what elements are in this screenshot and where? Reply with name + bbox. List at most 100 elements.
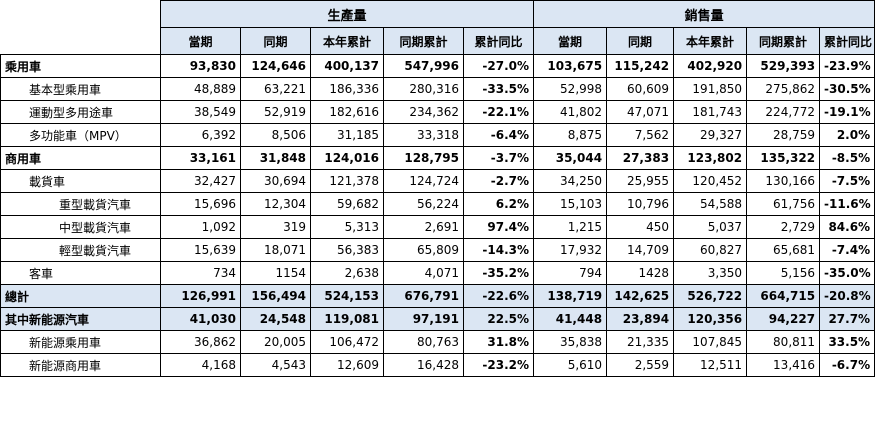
value-cell: 93,830	[160, 54, 241, 78]
production-group-header: 生產量	[159, 0, 535, 28]
sales-group-header: 銷售量	[533, 0, 875, 28]
value-cell: 14,709	[606, 238, 675, 262]
yoy-cell: -7.4%	[819, 238, 875, 262]
yoy-cell: -8.5%	[819, 146, 875, 170]
value-cell: 52,998	[533, 77, 608, 101]
value-cell: 547,996	[383, 54, 464, 78]
value-cell: 41,030	[160, 307, 241, 331]
value-cell: 103,675	[533, 54, 608, 78]
value-cell: 191,850	[673, 77, 748, 101]
value-cell: 124,724	[383, 169, 464, 193]
value-cell: 186,336	[310, 77, 384, 101]
yoy-cell: -22.6%	[462, 284, 535, 308]
value-cell: 107,845	[673, 330, 748, 354]
value-cell: 97,191	[383, 307, 464, 331]
value-cell: 20,005	[240, 330, 311, 354]
vehicle-production-sales-table: 生產量 銷售量 當期 同期 本年累計 同期累計 累計同比 當期 同期 本年累計 …	[0, 0, 875, 377]
value-cell: 34,250	[533, 169, 608, 193]
table-row: 新能源商用車 4,168 4,543 12,609 16,428 -23.2% 5,610 2…	[0, 353, 875, 377]
value-cell: 5,313	[310, 215, 384, 239]
value-cell: 676,791	[383, 284, 464, 308]
value-cell: 33,161	[160, 146, 241, 170]
table-row: 基本型乘用車 48,889 63,221 186,336 280,316 -33.5% 52…	[0, 77, 875, 101]
value-cell: 794	[533, 261, 608, 285]
value-cell: 15,103	[533, 192, 608, 216]
value-cell: 123,802	[673, 146, 748, 170]
value-cell: 3,350	[673, 261, 748, 285]
value-cell: 13,416	[746, 353, 821, 377]
value-cell: 5,037	[673, 215, 748, 239]
value-cell: 2,559	[606, 353, 675, 377]
value-cell: 32,427	[160, 169, 241, 193]
value-cell: 6,392	[160, 123, 241, 147]
yoy-cell: -3.7%	[462, 146, 535, 170]
value-cell: 52,919	[240, 100, 311, 124]
value-cell: 224,772	[746, 100, 821, 124]
value-cell: 60,827	[673, 238, 748, 262]
value-cell: 60,609	[606, 77, 675, 101]
yoy-cell: -22.1%	[462, 100, 535, 124]
value-cell: 120,356	[673, 307, 748, 331]
value-cell: 94,227	[746, 307, 821, 331]
col-header-production-prior: 同期	[240, 27, 311, 55]
value-cell: 23,894	[606, 307, 675, 331]
value-cell: 156,494	[240, 284, 311, 308]
value-cell: 15,639	[160, 238, 241, 262]
value-cell: 119,081	[310, 307, 384, 331]
table-row: 總計 126,991 156,494 524,153 676,791 -22.6% 138,…	[0, 284, 875, 308]
value-cell: 18,071	[240, 238, 311, 262]
value-cell: 5,156	[746, 261, 821, 285]
table-row: 新能源乘用車 36,862 20,005 106,472 80,763 31.8% 35,8…	[0, 330, 875, 354]
value-cell: 12,511	[673, 353, 748, 377]
value-cell: 181,743	[673, 100, 748, 124]
table-row: 乘用車 93,830 124,646 400,137 547,996 -27.0% 103,…	[0, 54, 875, 78]
row-label: 基本型乘用車	[0, 77, 161, 101]
value-cell: 38,549	[160, 100, 241, 124]
value-cell: 275,862	[746, 77, 821, 101]
value-cell: 29,327	[673, 123, 748, 147]
value-cell: 47,071	[606, 100, 675, 124]
yoy-cell: -7.5%	[819, 169, 875, 193]
value-cell: 17,932	[533, 238, 608, 262]
col-header-sales-prior-ytd: 同期累計	[746, 27, 821, 55]
value-cell: 664,715	[746, 284, 821, 308]
yoy-cell: -14.3%	[462, 238, 535, 262]
value-cell: 36,862	[160, 330, 241, 354]
value-cell: 5,610	[533, 353, 608, 377]
table-row: 客車 734 1154 2,638 4,071 -35.2% 794 1428 3,350 5,1…	[0, 261, 875, 285]
yoy-cell: 2.0%	[819, 123, 875, 147]
value-cell: 2,691	[383, 215, 464, 239]
table-row: 商用車 33,161 31,848 124,016 128,795 -3.7% 35,044…	[0, 146, 875, 170]
value-cell: 12,609	[310, 353, 384, 377]
col-header-sales-ytd: 本年累計	[673, 27, 748, 55]
yoy-cell: -6.4%	[462, 123, 535, 147]
value-cell: 115,242	[606, 54, 675, 78]
row-label: 新能源乘用車	[0, 330, 161, 354]
yoy-cell: 22.5%	[462, 307, 535, 331]
value-cell: 130,166	[746, 169, 821, 193]
value-cell: 1,215	[533, 215, 608, 239]
yoy-cell: 31.8%	[462, 330, 535, 354]
table-row: 中型載貨汽車 1,092 319 5,313 2,691 97.4% 1,215 450 5,0…	[0, 215, 875, 239]
value-cell: 135,322	[746, 146, 821, 170]
value-cell: 30,694	[240, 169, 311, 193]
row-label: 總計	[0, 284, 161, 308]
value-cell: 8,875	[533, 123, 608, 147]
yoy-cell: -11.6%	[819, 192, 875, 216]
value-cell: 8,506	[240, 123, 311, 147]
value-cell: 27,383	[606, 146, 675, 170]
value-cell: 2,638	[310, 261, 384, 285]
value-cell: 1,092	[160, 215, 241, 239]
value-cell: 7,562	[606, 123, 675, 147]
col-header-production-ytd-yoy: 累計同比	[462, 27, 535, 55]
value-cell: 280,316	[383, 77, 464, 101]
row-label: 重型載貨汽車	[0, 192, 161, 216]
yoy-cell: 6.2%	[462, 192, 535, 216]
value-cell: 126,991	[160, 284, 241, 308]
yoy-cell: -6.7%	[819, 353, 875, 377]
value-cell: 31,185	[310, 123, 384, 147]
table-row: 運動型多用途車 38,549 52,919 182,616 234,362 -22.1% 4…	[0, 100, 875, 124]
value-cell: 734	[160, 261, 241, 285]
row-label: 新能源商用車	[0, 353, 161, 377]
yoy-cell: -35.2%	[462, 261, 535, 285]
